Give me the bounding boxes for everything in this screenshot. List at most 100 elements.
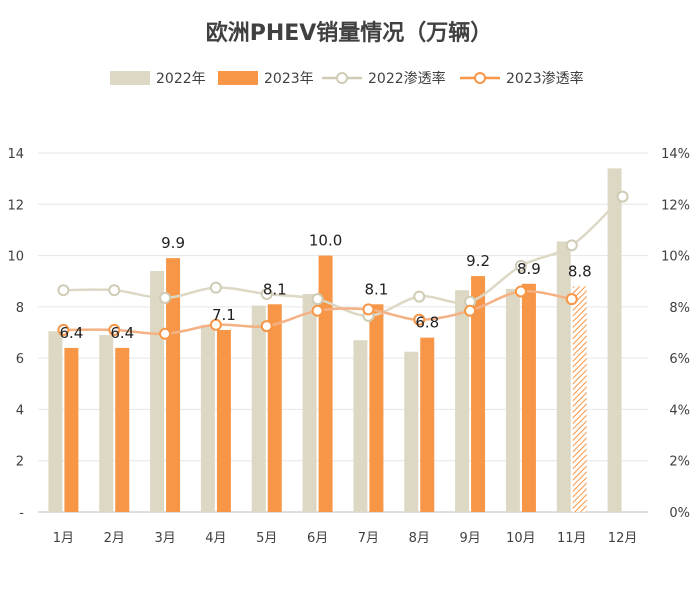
- bar-2023: [318, 255, 333, 513]
- data-label-2023: 8.1: [364, 280, 388, 298]
- data-labels: 6.4 6.4 9.9 7.1 8.1 10.0 8.1 6.8 9.2 8.9 8.8: [59, 232, 591, 342]
- data-label-2023: 7.1: [212, 306, 236, 324]
- legend-label: 2022年: [156, 71, 206, 87]
- legend-label: 2023年: [264, 71, 314, 87]
- y-left-tick-label: 8: [16, 301, 24, 316]
- marker-2022-penetration: [311, 293, 324, 306]
- x-tick-label: 7月: [358, 531, 379, 546]
- y-right-tick-label: 6%: [669, 352, 690, 367]
- y-right-tick-label: 12%: [661, 198, 690, 213]
- legend-swatch: [110, 71, 150, 85]
- x-tick-label: 5月: [256, 531, 277, 546]
- marker-2022-penetration: [108, 284, 121, 297]
- bar-2022: [48, 331, 63, 512]
- marker-2022-penetration: [413, 290, 426, 303]
- legend-label: 2022渗透率: [368, 70, 446, 87]
- data-label-2023: 6.4: [110, 324, 134, 342]
- marker-2023-penetration: [311, 304, 324, 317]
- bar-2023: [166, 258, 181, 512]
- y-left-tick-label: 6: [16, 352, 24, 367]
- marker-2022-penetration: [57, 284, 70, 297]
- x-tick-label: 3月: [154, 531, 175, 546]
- data-label-2023: 9.2: [466, 252, 490, 270]
- marker-2023-penetration: [565, 293, 578, 306]
- legend-marker: [336, 72, 348, 84]
- gridlines: [38, 152, 648, 513]
- x-tick-label: 10月: [506, 531, 536, 546]
- bar-2023: [64, 347, 79, 512]
- x-tick-label: 1月: [53, 531, 74, 546]
- legend-marker: [474, 72, 486, 84]
- bar-2022: [556, 241, 571, 513]
- y-right-tick-label: 14%: [661, 147, 690, 162]
- bar-2023-estimated: [572, 286, 587, 512]
- x-tick-label: 11月: [557, 531, 587, 546]
- y-right-tick-label: 8%: [669, 301, 690, 316]
- bar-2023: [267, 304, 282, 512]
- bar-2023: [216, 329, 231, 512]
- legend-swatch: [218, 71, 258, 85]
- bar-2022: [200, 324, 215, 512]
- bar-2022: [302, 294, 317, 512]
- bar-2023: [115, 347, 130, 512]
- bar-2023: [369, 304, 384, 512]
- y-left-tick-label: 4: [16, 403, 24, 418]
- data-label-2023: 9.9: [161, 234, 185, 252]
- marker-2023-penetration: [514, 285, 527, 298]
- marker-2023-penetration: [159, 327, 172, 340]
- marker-2023-penetration: [362, 303, 375, 316]
- chart-title: 欧洲PHEV销量情况（万辆）: [206, 20, 493, 46]
- marker-2023-penetration: [464, 304, 477, 317]
- y-axis-right: 0% 2% 4% 6% 8% 10% 12% 14%: [661, 147, 690, 521]
- y-right-tick-label: 4%: [669, 403, 690, 418]
- bar-2022: [150, 270, 165, 512]
- bar-2022: [353, 340, 368, 512]
- y-left-tick-label: 14: [7, 147, 24, 162]
- y-right-tick-label: 0%: [669, 506, 690, 521]
- data-label-2023: 8.8: [568, 262, 592, 280]
- bar-2023: [471, 276, 486, 512]
- marker-2022-penetration: [565, 239, 578, 252]
- marker-2022-penetration: [209, 281, 222, 294]
- lines: [57, 190, 629, 340]
- line-2022-penetration: [63, 195, 624, 318]
- bar-2022: [607, 168, 622, 512]
- data-label-2023: 10.0: [309, 232, 342, 250]
- y-left-tick-label: -: [19, 506, 24, 521]
- x-axis: 1月 2月 3月 4月 5月 6月 7月 8月 9月 10月 11月 12月: [53, 531, 638, 546]
- x-tick-label: 9月: [459, 531, 480, 546]
- marker-2022-penetration: [260, 288, 273, 301]
- data-label-2023: 8.1: [263, 280, 287, 298]
- marker-2023-penetration: [108, 323, 121, 336]
- marker-2023-penetration: [260, 320, 273, 333]
- x-tick-label: 8月: [409, 531, 430, 546]
- bar-2022: [455, 290, 470, 512]
- marker-2022-penetration: [159, 291, 172, 304]
- data-label-2023: 6.4: [59, 324, 83, 342]
- y-left-tick-label: 12: [7, 198, 24, 213]
- legend: 2022年 2023年 2022渗透率 2023渗透率: [110, 70, 584, 87]
- bar-2023: [521, 283, 536, 512]
- legend-label: 2023渗透率: [506, 70, 584, 87]
- marker-2022-penetration: [514, 259, 527, 272]
- marker-2023-penetration: [57, 323, 70, 336]
- x-tick-label: 4月: [205, 531, 226, 546]
- bar-2022: [505, 288, 520, 512]
- bar-2022: [251, 305, 266, 512]
- y-left-tick-label: 10: [7, 250, 24, 265]
- y-right-tick-label: 2%: [669, 455, 690, 470]
- bar-2022: [404, 351, 419, 512]
- data-label-2023: 8.9: [517, 260, 541, 278]
- marker-2023-penetration: [413, 313, 426, 326]
- bar-2023: [420, 337, 435, 512]
- marker-2022-penetration: [616, 190, 629, 203]
- x-tick-label: 12月: [608, 531, 638, 546]
- marker-2023-penetration: [209, 318, 222, 331]
- bar-2022: [99, 335, 114, 512]
- y-axis-left: - 2 4 6 8 10 12 14: [7, 147, 24, 521]
- y-left-tick-label: 2: [16, 455, 24, 470]
- x-tick-label: 6月: [307, 531, 328, 546]
- bars: [48, 168, 622, 513]
